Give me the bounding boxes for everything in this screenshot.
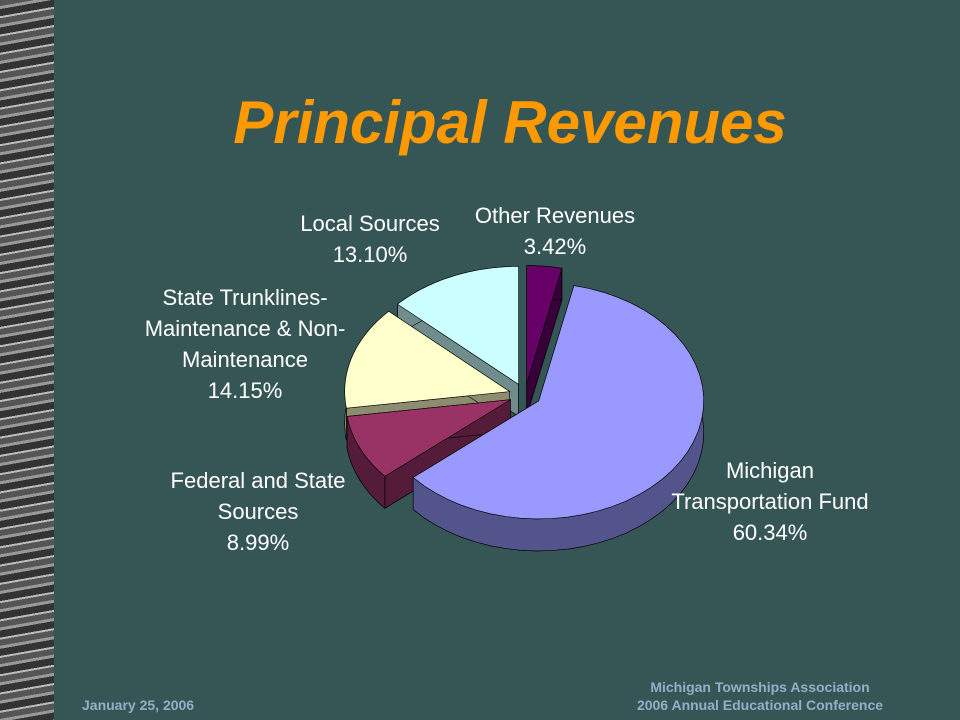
value-label: 60.34%: [732, 520, 808, 545]
value-label: 14.15%: [207, 378, 283, 403]
slice-label: State Trunklines-Maintenance & Non-Maint…: [130, 282, 360, 406]
category-label: Federal and State Sources: [170, 468, 346, 524]
decorative-strip: [0, 0, 54, 720]
slice: [397, 266, 519, 385]
category-label: State Trunklines-Maintenance & Non-Maint…: [144, 285, 346, 372]
category-label: Local Sources: [300, 211, 440, 236]
slide-title: Principal Revenues: [233, 89, 787, 156]
slice-label: Federal and State Sources 8.99%: [143, 465, 373, 558]
footer-event: 2006 Annual Educational Conference: [636, 697, 884, 713]
slice-label: Other Revenues 3.42%: [445, 200, 665, 262]
slice: [412, 285, 705, 520]
category-label: Other Revenues: [474, 203, 636, 228]
category-label: Michigan Transportation Fund: [671, 458, 869, 514]
footer-organization: Michigan Townships Association: [650, 679, 870, 695]
footer-date: January 25, 2006: [82, 697, 195, 713]
slice: [344, 310, 511, 409]
value-label: 13.10%: [332, 242, 408, 267]
value-label: 8.99%: [226, 530, 290, 555]
slice: [526, 265, 563, 384]
slice: [346, 399, 511, 477]
slice-label: Local Sources 13.10%: [270, 208, 470, 270]
slice-label: Michigan Transportation Fund 60.34%: [670, 455, 870, 548]
value-label: 3.42%: [523, 234, 587, 259]
